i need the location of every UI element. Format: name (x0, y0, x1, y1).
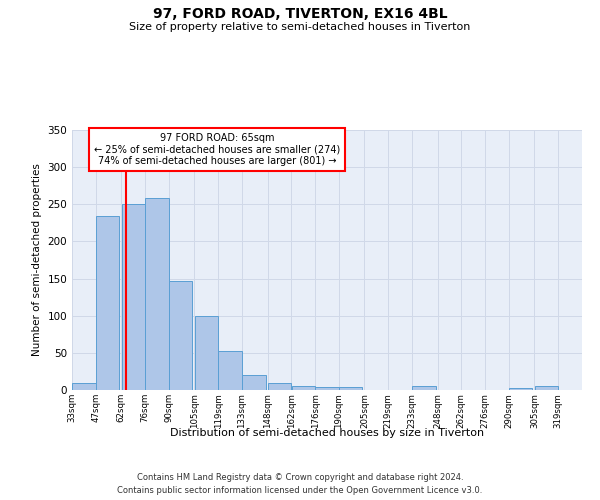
Text: 97 FORD ROAD: 65sqm
← 25% of semi-detached houses are smaller (274)
74% of semi-: 97 FORD ROAD: 65sqm ← 25% of semi-detach… (94, 132, 340, 166)
Text: 97, FORD ROAD, TIVERTON, EX16 4BL: 97, FORD ROAD, TIVERTON, EX16 4BL (152, 8, 448, 22)
Text: Contains HM Land Registry data © Crown copyright and database right 2024.: Contains HM Land Registry data © Crown c… (137, 472, 463, 482)
Bar (316, 387, 338, 390)
Y-axis label: Number of semi-detached properties: Number of semi-detached properties (32, 164, 42, 356)
Bar (169, 281, 193, 390)
Bar (194, 316, 218, 390)
Bar (339, 387, 362, 390)
Bar (268, 384, 291, 390)
Bar (292, 386, 315, 390)
Bar (535, 386, 558, 390)
Text: Contains public sector information licensed under the Open Government Licence v3: Contains public sector information licen… (118, 486, 482, 495)
Bar (218, 350, 242, 390)
Bar (96, 216, 119, 390)
Bar (242, 375, 266, 390)
Bar (122, 204, 145, 390)
Bar (72, 384, 95, 390)
Text: Distribution of semi-detached houses by size in Tiverton: Distribution of semi-detached houses by … (170, 428, 484, 438)
Bar (412, 386, 436, 390)
Text: Size of property relative to semi-detached houses in Tiverton: Size of property relative to semi-detach… (130, 22, 470, 32)
Bar (145, 198, 169, 390)
Bar (509, 388, 532, 390)
